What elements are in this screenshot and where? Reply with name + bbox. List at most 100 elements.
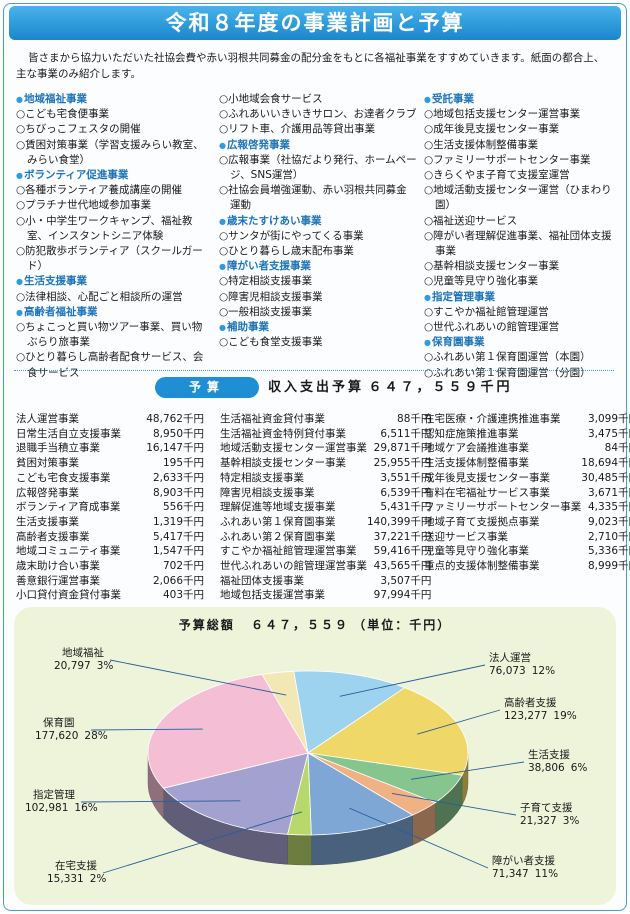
budget-row: ボランティア育成事業 556千円: [16, 500, 204, 515]
plan-column-middle: ○小地域会食サービス ○ふれあいいきいきサロン、お達者クラブ ○リフト車、介護用品等…: [219, 92, 417, 350]
plan-item: ○一般相談支援事業: [219, 305, 313, 318]
plan-category-heading: 障がい者支援事業: [219, 259, 417, 274]
budget-row: 重点的支援体制整備事業 8,999千円: [424, 559, 630, 574]
plan-item: ○ちょこっと買い物ツアー事業、買い物ぶらり旅事業: [16, 321, 203, 349]
plan-item: ○児童等見守り強化事業: [424, 275, 539, 288]
pie-leader-line: [80, 800, 241, 803]
budget-item-name: 理解促進等地域支援事業: [220, 501, 336, 514]
budget-item-name: 広報啓発事業: [16, 486, 79, 499]
budget-row: 高齢者支援事業 5,417千円: [16, 530, 204, 545]
pie-label-amount: 76,073: [489, 665, 526, 677]
plan-item: ○ファミリーサポートセンター事業: [424, 153, 591, 166]
plan-category-heading: 生活支援事業: [16, 274, 212, 289]
budget-row: 歳末助け合い事業 702千円: [16, 559, 204, 574]
budget-item-name: 基幹相談支援センター事業: [220, 457, 346, 470]
budget-item-amount: 97,994千円: [373, 589, 432, 602]
budget-item-name: すこやか福祉館管理運営事業: [220, 545, 357, 558]
budget-item-name: ふれあい第１保育園事業: [220, 515, 336, 528]
plan-category-heading: 高齢者福祉事業: [16, 305, 212, 320]
pie-label-value: 177,620 28%: [35, 730, 108, 742]
budget-item-amount: 5,336千円: [587, 545, 630, 558]
pie-label-amount: 177,620: [35, 730, 78, 742]
budget-summary-amount: ６４７，５５９千円: [368, 380, 513, 395]
budget-item-amount: 8,903千円: [152, 486, 204, 499]
plan-item: ○地域活動支援センター運営（ひまわり園）: [424, 184, 612, 212]
budget-item-name: 歳末助け合い事業: [16, 560, 100, 573]
budget-row: 基幹相談支援センター事業 25,955千円: [220, 456, 431, 471]
budget-item-amount: 4,335千円: [587, 501, 630, 514]
pie-label-name: 在宅支援: [55, 859, 97, 872]
budget-item-amount: 702千円: [162, 560, 204, 573]
pie-leader-line: [90, 728, 203, 731]
pie-label-amount: 71,347: [492, 868, 529, 880]
budget-item-name: 退職手当積立事業: [16, 442, 100, 455]
budget-item-amount: 2,066千円: [152, 574, 204, 587]
budget-item-amount: 48,762千円: [146, 413, 204, 425]
budget-item-name: 地域子育て支援拠点事業: [424, 515, 540, 528]
page-title: 令和８年度の事業計画と予算: [9, 6, 621, 40]
budget-row: 特定相談支援事業 3,551千円: [220, 471, 431, 486]
plan-item: ○各種ボランティア養成講座の開催: [16, 184, 183, 197]
pie-label-percent: 2%: [90, 873, 107, 885]
budget-item-amount: 2,633千円: [152, 471, 204, 484]
budget-row: 認知症施策推進事業 3,475千円: [424, 427, 630, 442]
budget-item-amount: 16,147千円: [146, 442, 204, 455]
budget-item-name: 重点的支援体制整備事業: [424, 560, 540, 573]
plan-item: ○地域包括支援センター運営事業: [424, 108, 581, 121]
budget-row: 貧困対策事業 195千円: [16, 456, 204, 471]
pie-slice-障がい者支援: [307, 752, 414, 836]
pie-label-name: 地域福祉: [62, 646, 104, 659]
pie-label-percent: 12%: [532, 665, 555, 677]
budget-item-name: 法人運営事業: [16, 413, 79, 425]
budget-row: 広報啓発事業 8,903千円: [16, 486, 204, 501]
pie-slice-保育園: [147, 674, 309, 789]
budget-item-name: 善意銀行運営事業: [16, 574, 100, 587]
pie-total-amount: ６４７，５５９: [250, 618, 349, 632]
pie-label-percent: 6%: [571, 762, 588, 774]
budget-item-amount: 5,431千円: [380, 501, 432, 514]
budget-item-amount: 6,539千円: [380, 486, 432, 499]
budget-row: 生活支援体制整備事業 18,694千円: [424, 456, 630, 471]
pie-slice-指定管理: [162, 752, 309, 835]
plan-item: ○法律相談、心配ごと相談所の運営: [16, 290, 183, 303]
budget-row: 在宅医療・介護連携推進事業 3,099千円: [424, 412, 630, 427]
pie-label-name: 高齢者支援: [504, 696, 557, 709]
budget-item-amount: 6,511千円: [380, 427, 432, 440]
plan-item: ○リフト車、介護用品等貸出事業: [219, 123, 376, 136]
budget-row: 理解促進等地域支援事業 5,431千円: [220, 500, 431, 515]
plan-item: ○成年後見支援センター事業: [424, 123, 560, 136]
plan-item: ○ふれあいいきいきサロン、お達者クラブ: [219, 108, 417, 121]
plan-item: ○障がい者理解促進事業、福祉団体支援事業: [424, 229, 612, 258]
plan-item: ○小地域会食サービス: [219, 93, 323, 105]
budget-item-amount: 8,999千円: [587, 560, 630, 573]
budget-row: 善意銀行運営事業 2,066千円: [16, 574, 204, 589]
plan-category-heading: 指定管理事業: [424, 290, 622, 305]
budget-badge: 予算: [155, 377, 259, 398]
plan-item: ○ちびっこフェスタの開催: [16, 123, 141, 136]
plan-item: ○すこやか福祉館管理運営: [424, 305, 549, 318]
pie-label-amount: 38,806: [528, 762, 565, 774]
plan-item: ○障害児相談支援事業: [219, 290, 323, 303]
budget-row: 日常生活自立支援事業 8,950千円: [16, 427, 204, 442]
budget-row: 障害児相談支援事業 6,539千円: [220, 486, 431, 501]
plan-item: ○防犯散歩ボランティア（スクールガード）: [16, 245, 203, 273]
budget-item-amount: 3,507千円: [380, 574, 432, 587]
plan-category-heading: 広報啓発事業: [219, 138, 417, 153]
pie-label-value: 38,806 6%: [528, 762, 587, 774]
pie-label-name: 子育て支援: [520, 801, 573, 814]
budget-item-amount: 2,710千円: [587, 530, 630, 543]
budget-row: 地域活動支援センター運営事業 29,871千円: [220, 441, 431, 456]
pie-slice-高齢者支援: [306, 687, 469, 776]
plan-item: ○社協会員増強運動、赤い羽根共同募金運動: [219, 184, 407, 212]
pie-label-percent: 28%: [84, 730, 107, 742]
budget-row: すこやか福祉館管理運営事業 59,416千円: [220, 544, 431, 559]
budget-item-name: こども宅食支援事業: [16, 471, 111, 484]
plan-category-heading: 歳末たすけあい事業: [219, 214, 417, 229]
pie-label-name: 法人運営: [489, 651, 531, 664]
pie-leader-line: [417, 709, 501, 735]
plan-item: ○賃困対策事業（学習支援みらい教室、みらい食堂）: [16, 138, 204, 166]
pie-label-amount: 123,277: [504, 710, 547, 722]
pie-label-value: 76,073 12%: [489, 665, 555, 677]
budget-item-amount: 195千円: [162, 457, 204, 470]
